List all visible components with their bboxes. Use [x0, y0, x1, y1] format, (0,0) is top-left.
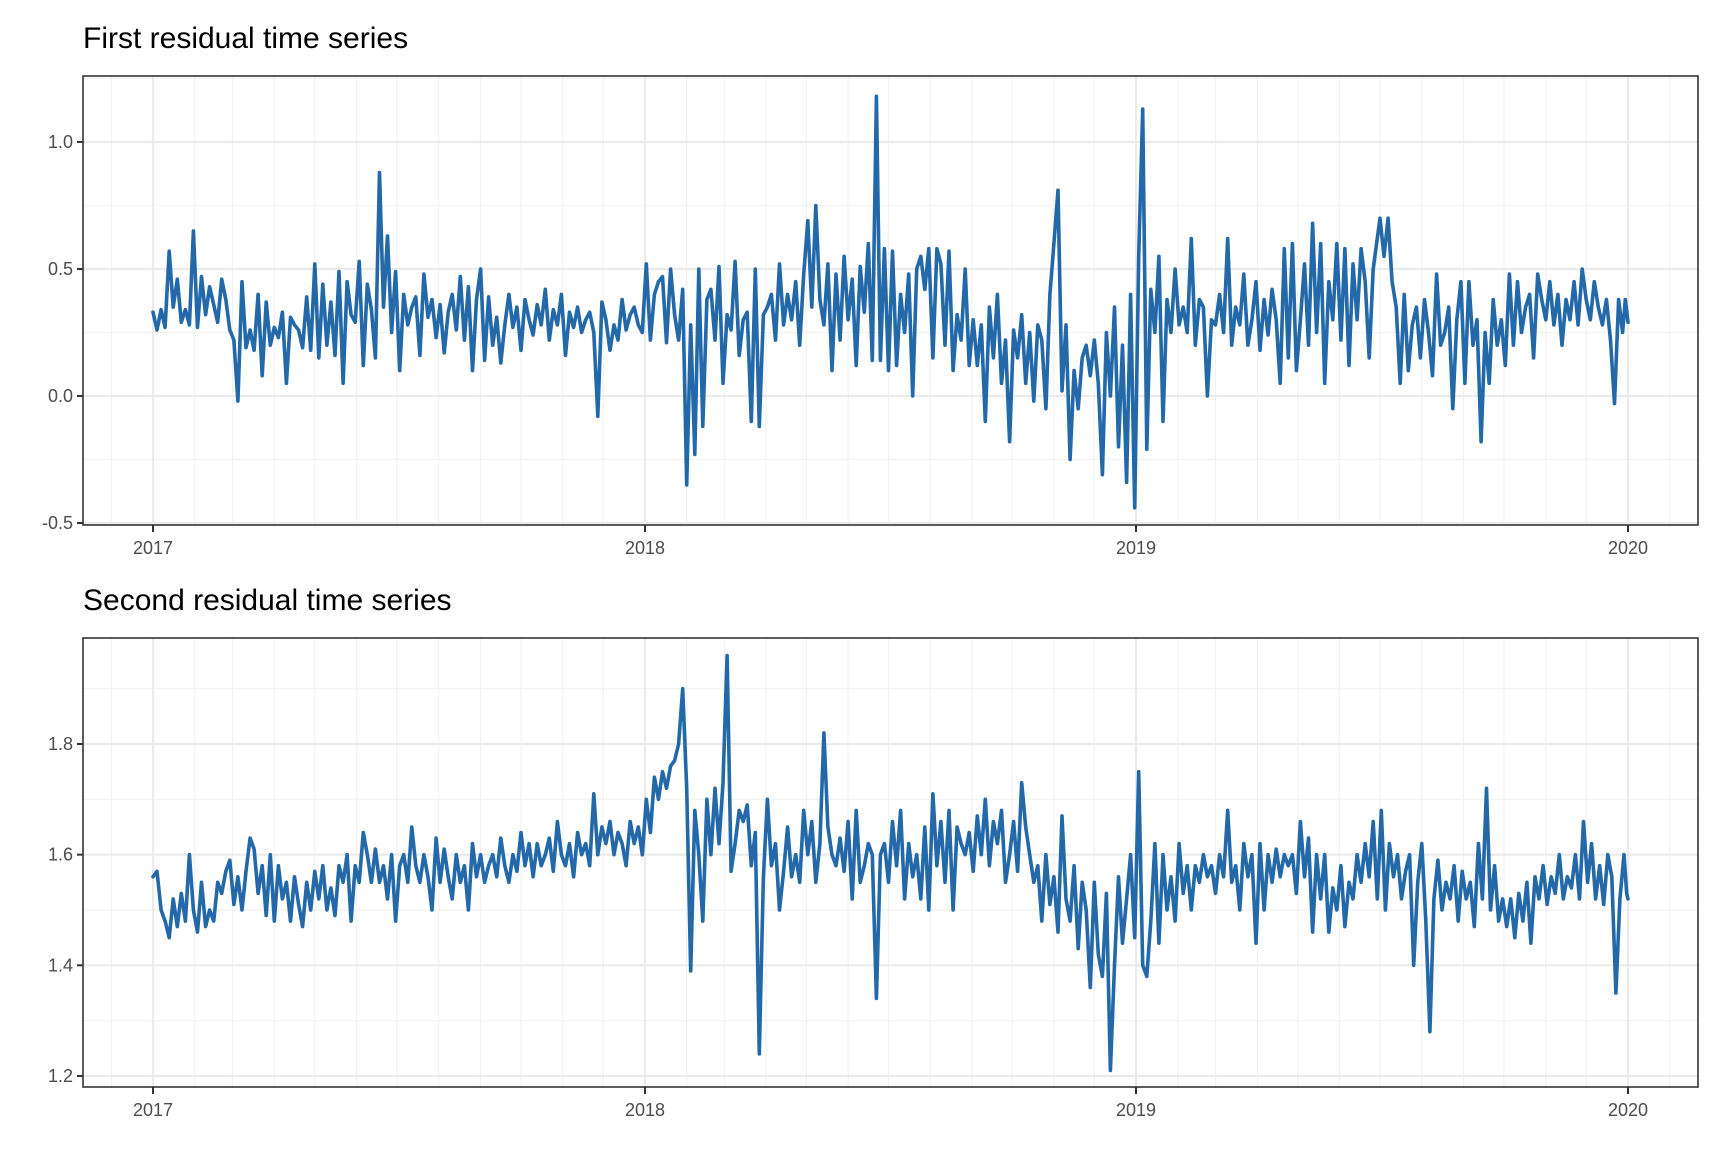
y-tick-label: 1.2 [48, 1066, 73, 1086]
y-tick-label: 0.0 [48, 386, 73, 406]
x-tick-label: 2020 [1608, 1100, 1648, 1120]
panel-border [82, 637, 1699, 1088]
panel-2-title: Second residual time series [83, 584, 452, 617]
y-tick-label: 1.4 [48, 955, 73, 975]
series-line-residual_2 [151, 653, 1630, 1073]
x-tick-label: 2019 [1116, 538, 1156, 558]
y-tick-label: -0.5 [42, 513, 73, 533]
panel-1-title: First residual time series [83, 22, 409, 55]
x-tick-label: 2017 [133, 1100, 173, 1120]
x-tick-label: 2018 [625, 538, 665, 558]
y-tick-label: 1.8 [48, 734, 73, 754]
panel-1-first-residual: -0.5 0.0 0.5 1.0 2017 2018 2019 2020 [42, 75, 1699, 558]
y-tick-label: 1.0 [48, 132, 73, 152]
panel-2-second-residual: 1.2 1.4 1.6 1.8 2017 2018 2019 2020 [48, 637, 1699, 1120]
panel-border [82, 75, 1699, 526]
series-line-residual_1 [151, 94, 1630, 510]
x-tick-label: 2018 [625, 1100, 665, 1120]
x-tick-label: 2017 [133, 538, 173, 558]
y-tick-label: 1.6 [48, 845, 73, 865]
y-tick-label: 0.5 [48, 259, 73, 279]
x-tick-label: 2020 [1608, 538, 1648, 558]
x-tick-label: 2019 [1116, 1100, 1156, 1120]
